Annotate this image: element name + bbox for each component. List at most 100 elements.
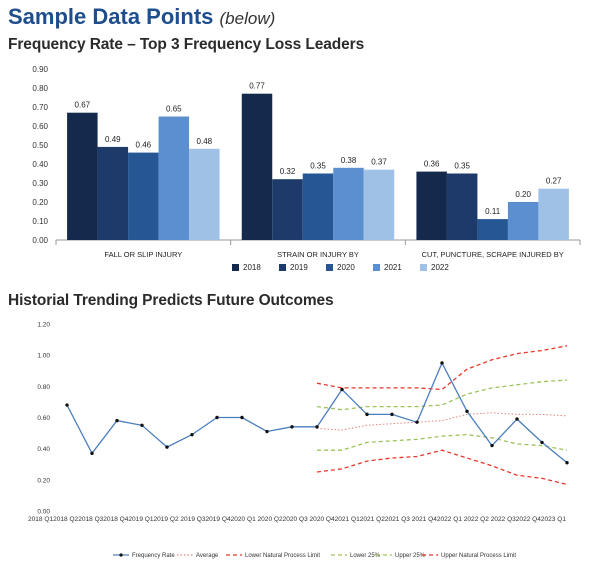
legend-swatch bbox=[373, 264, 380, 271]
y-tick-label: 0.50 bbox=[32, 141, 48, 150]
y-tick-label: 0.10 bbox=[32, 217, 48, 226]
bar-data-label: 0.38 bbox=[341, 156, 357, 165]
legend-label: Upper 25% bbox=[395, 553, 426, 559]
y-tick-label: 1.20 bbox=[37, 322, 50, 329]
bar bbox=[302, 173, 334, 240]
bar-data-label: 0.27 bbox=[546, 177, 562, 186]
legend-label: Lower Natural Process Limit bbox=[245, 553, 320, 559]
legend-label: 2021 bbox=[384, 263, 402, 272]
bar bbox=[128, 152, 159, 240]
data-point bbox=[365, 412, 369, 417]
legend-marker bbox=[119, 553, 123, 557]
bar bbox=[363, 169, 395, 240]
bar-data-label: 0.35 bbox=[310, 162, 326, 171]
y-tick-label: 0.00 bbox=[37, 509, 50, 516]
bar-chart-title: Frequency Rate – Top 3 Frequency Loss Le… bbox=[8, 36, 365, 53]
data-point bbox=[390, 412, 394, 417]
data-point bbox=[490, 443, 494, 448]
legend-swatch bbox=[232, 264, 239, 271]
legend-label: 2019 bbox=[290, 263, 308, 272]
bar bbox=[446, 173, 478, 240]
y-tick-label: 0.80 bbox=[32, 84, 48, 93]
legend-label: 2018 bbox=[243, 263, 261, 272]
y-tick-label: 0.30 bbox=[32, 179, 48, 188]
series-line bbox=[316, 412, 568, 431]
y-tick-label: 0.90 bbox=[32, 65, 48, 74]
bar-data-label: 0.35 bbox=[454, 162, 470, 171]
y-tick-label: 0.60 bbox=[37, 415, 50, 422]
bar bbox=[333, 167, 364, 240]
x-category-label: STRAIN OR INJURY BY bbox=[277, 250, 359, 259]
bar bbox=[189, 148, 220, 240]
y-tick-label: 0.00 bbox=[32, 236, 48, 245]
data-point bbox=[90, 451, 94, 456]
y-tick-label: 0.20 bbox=[37, 477, 50, 484]
series-line bbox=[316, 449, 568, 486]
data-point bbox=[415, 420, 419, 424]
bar-data-label: 0.11 bbox=[485, 207, 501, 216]
series-line bbox=[316, 345, 568, 391]
bar bbox=[507, 202, 539, 240]
legend-swatch bbox=[326, 264, 333, 271]
data-point bbox=[465, 409, 469, 413]
data-point bbox=[65, 403, 69, 407]
x-category-label: CUT, PUNCTURE, SCRAPE INJURED BY bbox=[422, 250, 564, 259]
data-point bbox=[190, 432, 194, 437]
series-line bbox=[316, 379, 568, 411]
data-point bbox=[165, 445, 169, 449]
data-point bbox=[215, 415, 219, 420]
legend-swatch bbox=[279, 264, 286, 271]
series-line bbox=[317, 433, 568, 451]
bar-data-label: 0.32 bbox=[280, 167, 296, 176]
y-tick-label: 0.70 bbox=[32, 103, 48, 112]
bar-data-label: 0.67 bbox=[75, 101, 91, 110]
bar-data-label: 0.49 bbox=[105, 135, 121, 144]
data-point bbox=[315, 425, 319, 429]
data-point bbox=[440, 361, 444, 365]
bar bbox=[538, 188, 569, 240]
data-point bbox=[240, 415, 244, 420]
legend-label: 2022 bbox=[431, 263, 449, 272]
data-point bbox=[340, 387, 344, 392]
x-category-label: FALL OR SLIP INJURY bbox=[104, 250, 182, 259]
bar bbox=[158, 116, 190, 240]
legend-label: Upper Natural Process Limit bbox=[441, 553, 516, 559]
y-tick-label: 0.80 bbox=[37, 384, 50, 391]
data-point bbox=[565, 460, 569, 465]
y-tick-label: 0.40 bbox=[37, 446, 50, 453]
page-title-text: Sample Data Points bbox=[8, 4, 214, 29]
data-point bbox=[540, 440, 544, 445]
bar-data-label: 0.37 bbox=[371, 158, 387, 167]
bar bbox=[97, 146, 129, 240]
bar-data-label: 0.36 bbox=[424, 160, 440, 169]
data-point bbox=[115, 418, 119, 423]
page-title-note: (below) bbox=[219, 9, 276, 28]
bar-data-label: 0.65 bbox=[166, 105, 182, 114]
y-tick-label: 0.20 bbox=[32, 198, 48, 207]
bar-chart: 0.00 0.10 0.20 0.30 0.40 0.50 0.60 0.70 0.80 0.90… bbox=[32, 65, 581, 272]
line-chart-title: Historial Trending Predicts Future Outco… bbox=[8, 292, 334, 309]
y-tick-label: 0.40 bbox=[32, 160, 48, 169]
bar bbox=[67, 112, 98, 240]
bar-data-label: 0.20 bbox=[515, 190, 531, 199]
legend-label: Lower 25% bbox=[350, 553, 381, 559]
legend-swatch bbox=[420, 264, 427, 271]
bar bbox=[272, 179, 303, 240]
page-title: Sample Data Points (below) bbox=[8, 4, 275, 30]
data-point bbox=[140, 423, 144, 427]
line-chart: 0.00 0.20 0.40 0.60 0.80 1.00 1.20 2018 Q12018 … bbox=[28, 322, 569, 559]
data-point bbox=[265, 429, 269, 434]
legend-label: 2020 bbox=[337, 263, 355, 272]
data-point bbox=[290, 425, 294, 429]
bar bbox=[241, 93, 273, 240]
x-tick-labels: 2018 Q12018 Q22018 Q32018 Q42019 Q12019 … bbox=[28, 516, 566, 523]
bar-data-label: 0.46 bbox=[136, 141, 152, 150]
y-tick-label: 1.00 bbox=[37, 353, 50, 360]
bar bbox=[416, 171, 447, 240]
legend-label: Frequency Rate bbox=[132, 553, 175, 559]
legend-label: Average bbox=[196, 553, 219, 559]
y-tick-label: 0.60 bbox=[32, 122, 48, 131]
bar bbox=[477, 219, 508, 240]
data-point bbox=[515, 417, 519, 421]
bar-data-label: 0.77 bbox=[249, 82, 265, 91]
